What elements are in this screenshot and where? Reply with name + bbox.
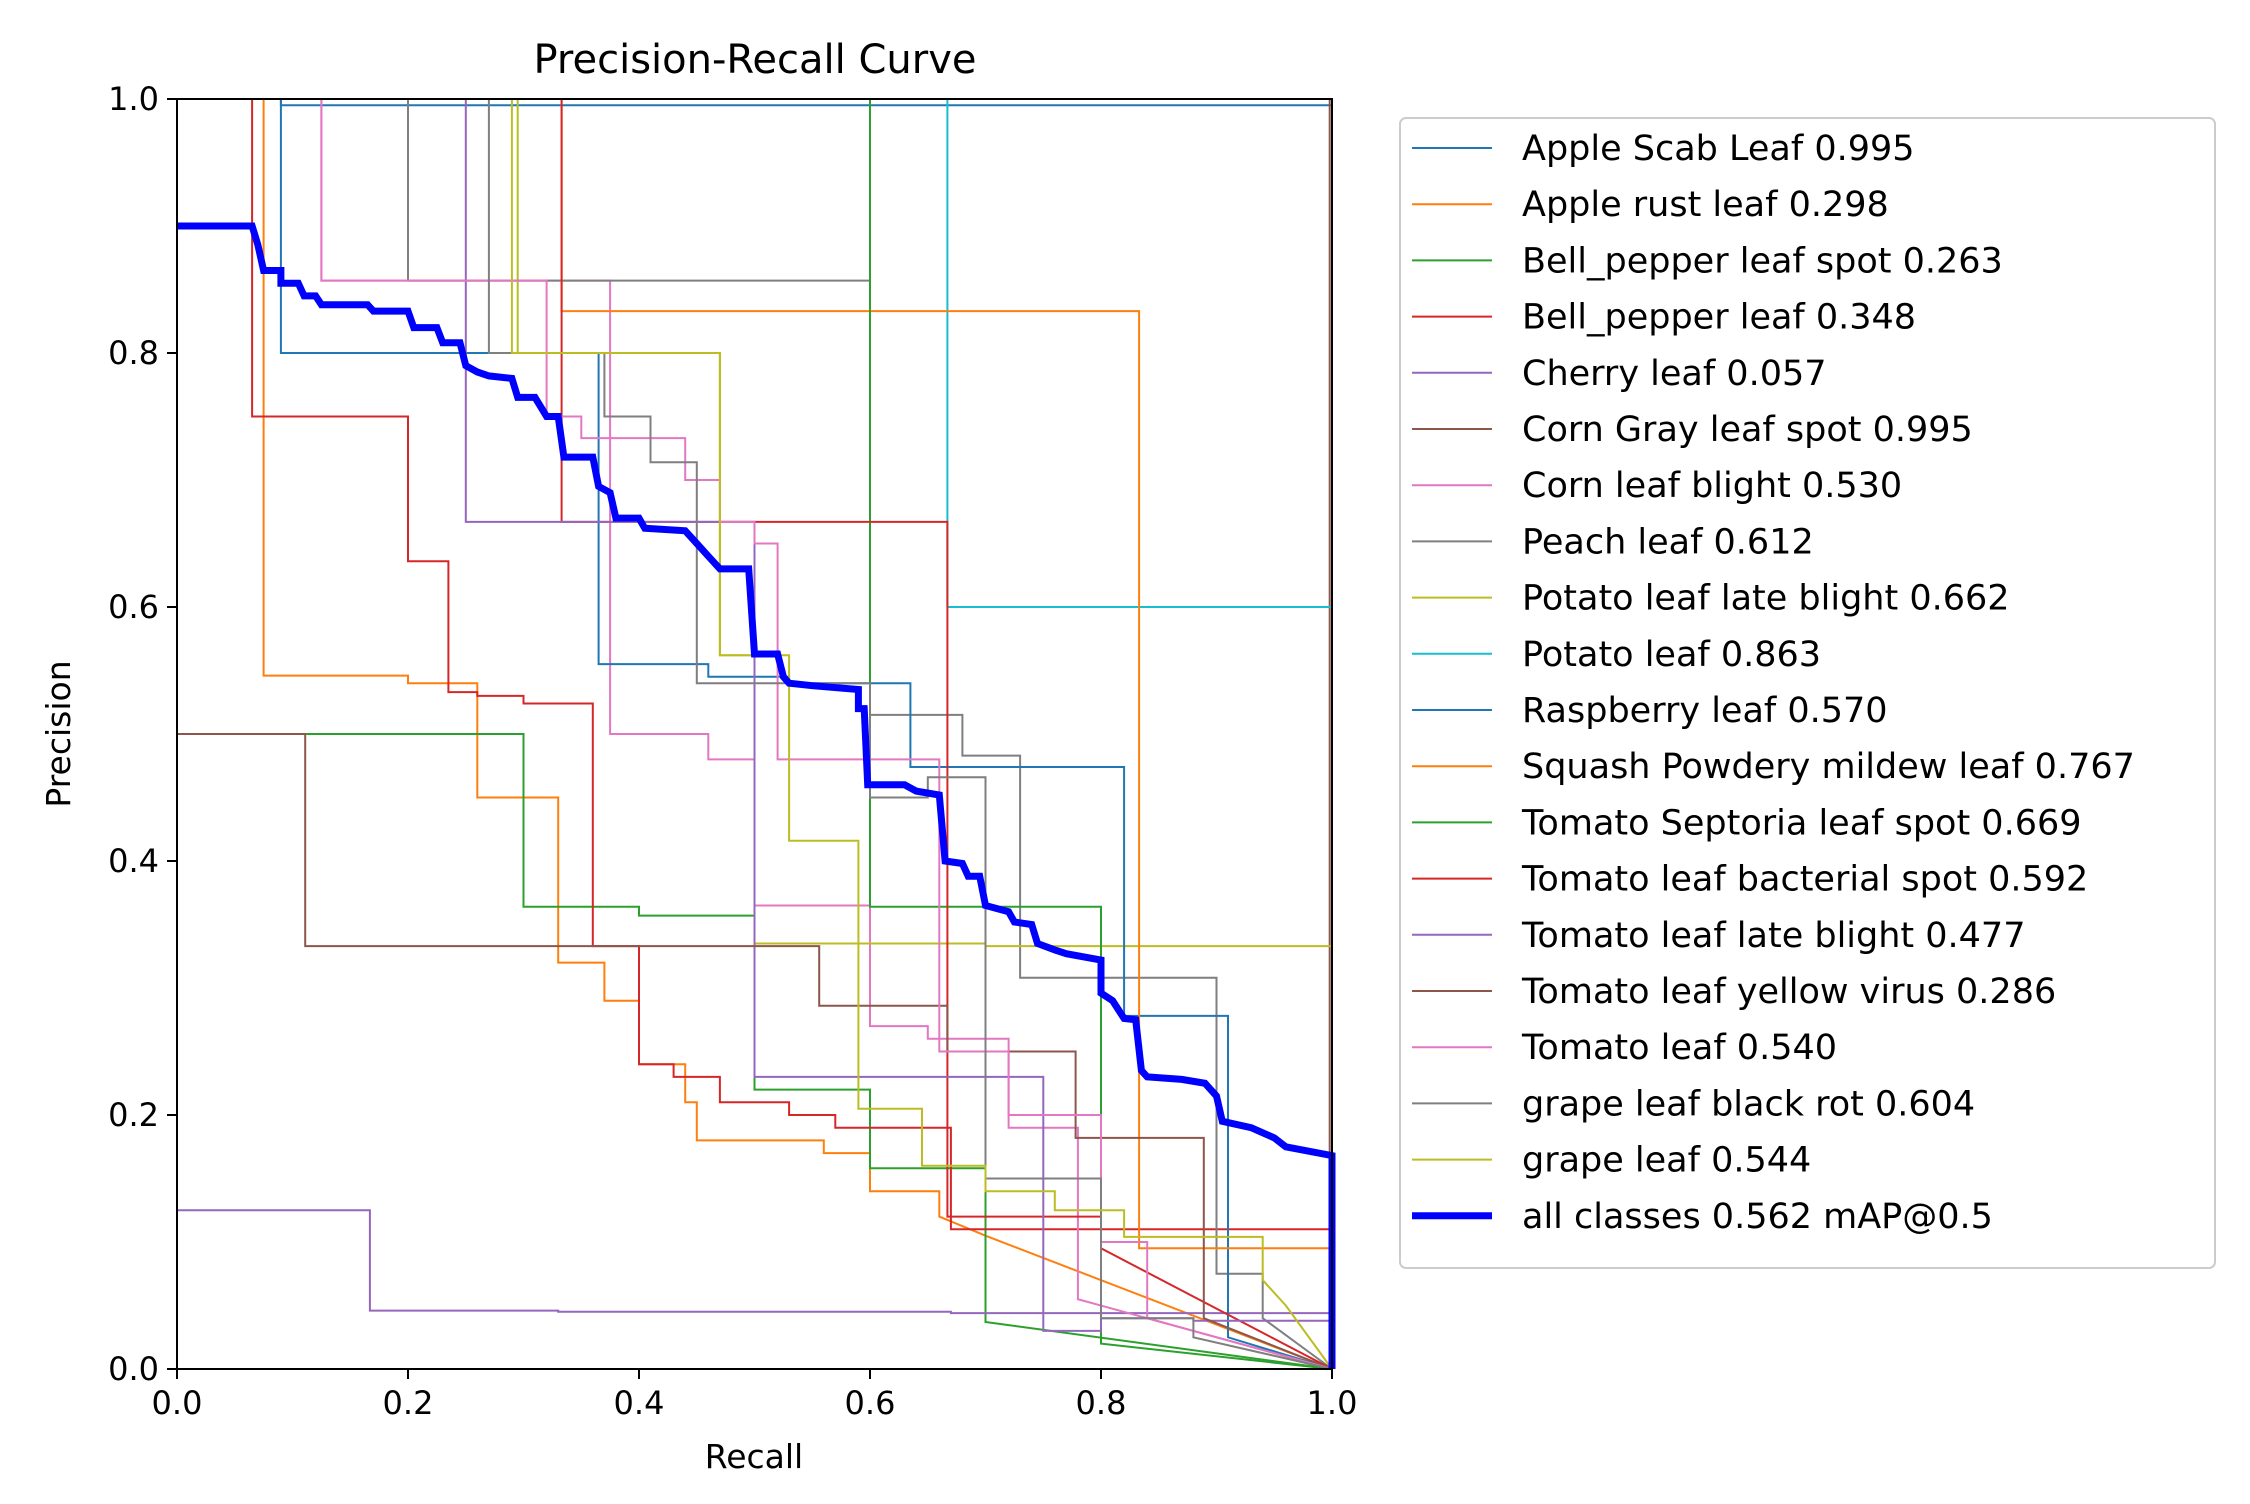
- legend-label: Potato leaf 0.863: [1522, 635, 1821, 675]
- y-tick-label: 0.8: [108, 334, 159, 372]
- series-line-15: [177, 733, 1333, 1370]
- x-tick-label: 0.0: [152, 1384, 203, 1422]
- legend-label: Tomato leaf bacterial spot 0.592: [1521, 860, 2088, 900]
- legend-label: Potato leaf late blight 0.662: [1522, 579, 2010, 619]
- legend-label: Tomato leaf late blight 0.477: [1521, 916, 2025, 956]
- legend-label: Corn leaf blight 0.530: [1522, 466, 1902, 506]
- legend-label: Bell_pepper leaf 0.348: [1522, 298, 1916, 338]
- plot-frame: [176, 98, 1333, 1370]
- legend-label: Raspberry leaf 0.570: [1522, 691, 1888, 731]
- legend-label: Bell_pepper leaf spot 0.263: [1522, 241, 2003, 281]
- y-tick-label: 0.4: [108, 842, 159, 880]
- series-line-18: [177, 98, 1333, 1370]
- y-tick-label: 0.0: [108, 1350, 159, 1388]
- legend-label: Corn Gray leaf spot 0.995: [1522, 410, 1973, 450]
- legend: Apple Scab Leaf 0.995 Apple rust leaf 0.2…: [1399, 117, 2216, 1269]
- legend-label: Apple Scab Leaf 0.995: [1522, 129, 1915, 169]
- legend-label: Tomato Septoria leaf spot 0.669: [1521, 803, 2082, 843]
- legend-label: Cherry leaf 0.057: [1522, 354, 1827, 394]
- series-line-19: [177, 222, 1336, 1369]
- chart-title: Precision-Recall Curve: [534, 37, 977, 83]
- legend-label: Tomato leaf yellow virus 0.286: [1521, 972, 2056, 1012]
- y-tick-label: 1.0: [108, 80, 159, 118]
- legend-label: Apple rust leaf 0.298: [1522, 185, 1889, 225]
- legend-label: grape leaf black rot 0.604: [1522, 1084, 1975, 1124]
- x-tick-label: 0.2: [383, 1384, 434, 1422]
- ticks-layer: 0.0 0.2 0.4 0.6 0.8 1.0 0.0 0.2 0.4 0.6 0.8 1.0: [108, 80, 1357, 1422]
- y-axis-label: Precision: [39, 660, 78, 807]
- legend-box: [1399, 117, 2216, 1269]
- x-tick-label: 0.4: [614, 1384, 665, 1422]
- x-tick-label: 0.8: [1076, 1384, 1127, 1422]
- y-tick-label: 0.2: [108, 1096, 159, 1134]
- x-tick-label: 0.6: [845, 1384, 896, 1422]
- legend-label: all classes 0.562 mAP@0.5: [1522, 1197, 1993, 1237]
- series-layer: [177, 98, 1336, 1370]
- legend-label: grape leaf 0.544: [1522, 1141, 1811, 1181]
- legend-label: Tomato leaf 0.540: [1521, 1028, 1837, 1068]
- legend-label: Squash Powdery mildew leaf 0.767: [1522, 747, 2135, 787]
- series-line-17: [177, 98, 1333, 1370]
- x-axis-label: Recall: [705, 1437, 803, 1476]
- legend-label: Peach leaf 0.612: [1522, 522, 1814, 562]
- series-line-4: [177, 1209, 1333, 1369]
- series-line-16: [177, 98, 1333, 1370]
- y-tick-label: 0.6: [108, 588, 159, 626]
- x-tick-label: 1.0: [1307, 1384, 1358, 1422]
